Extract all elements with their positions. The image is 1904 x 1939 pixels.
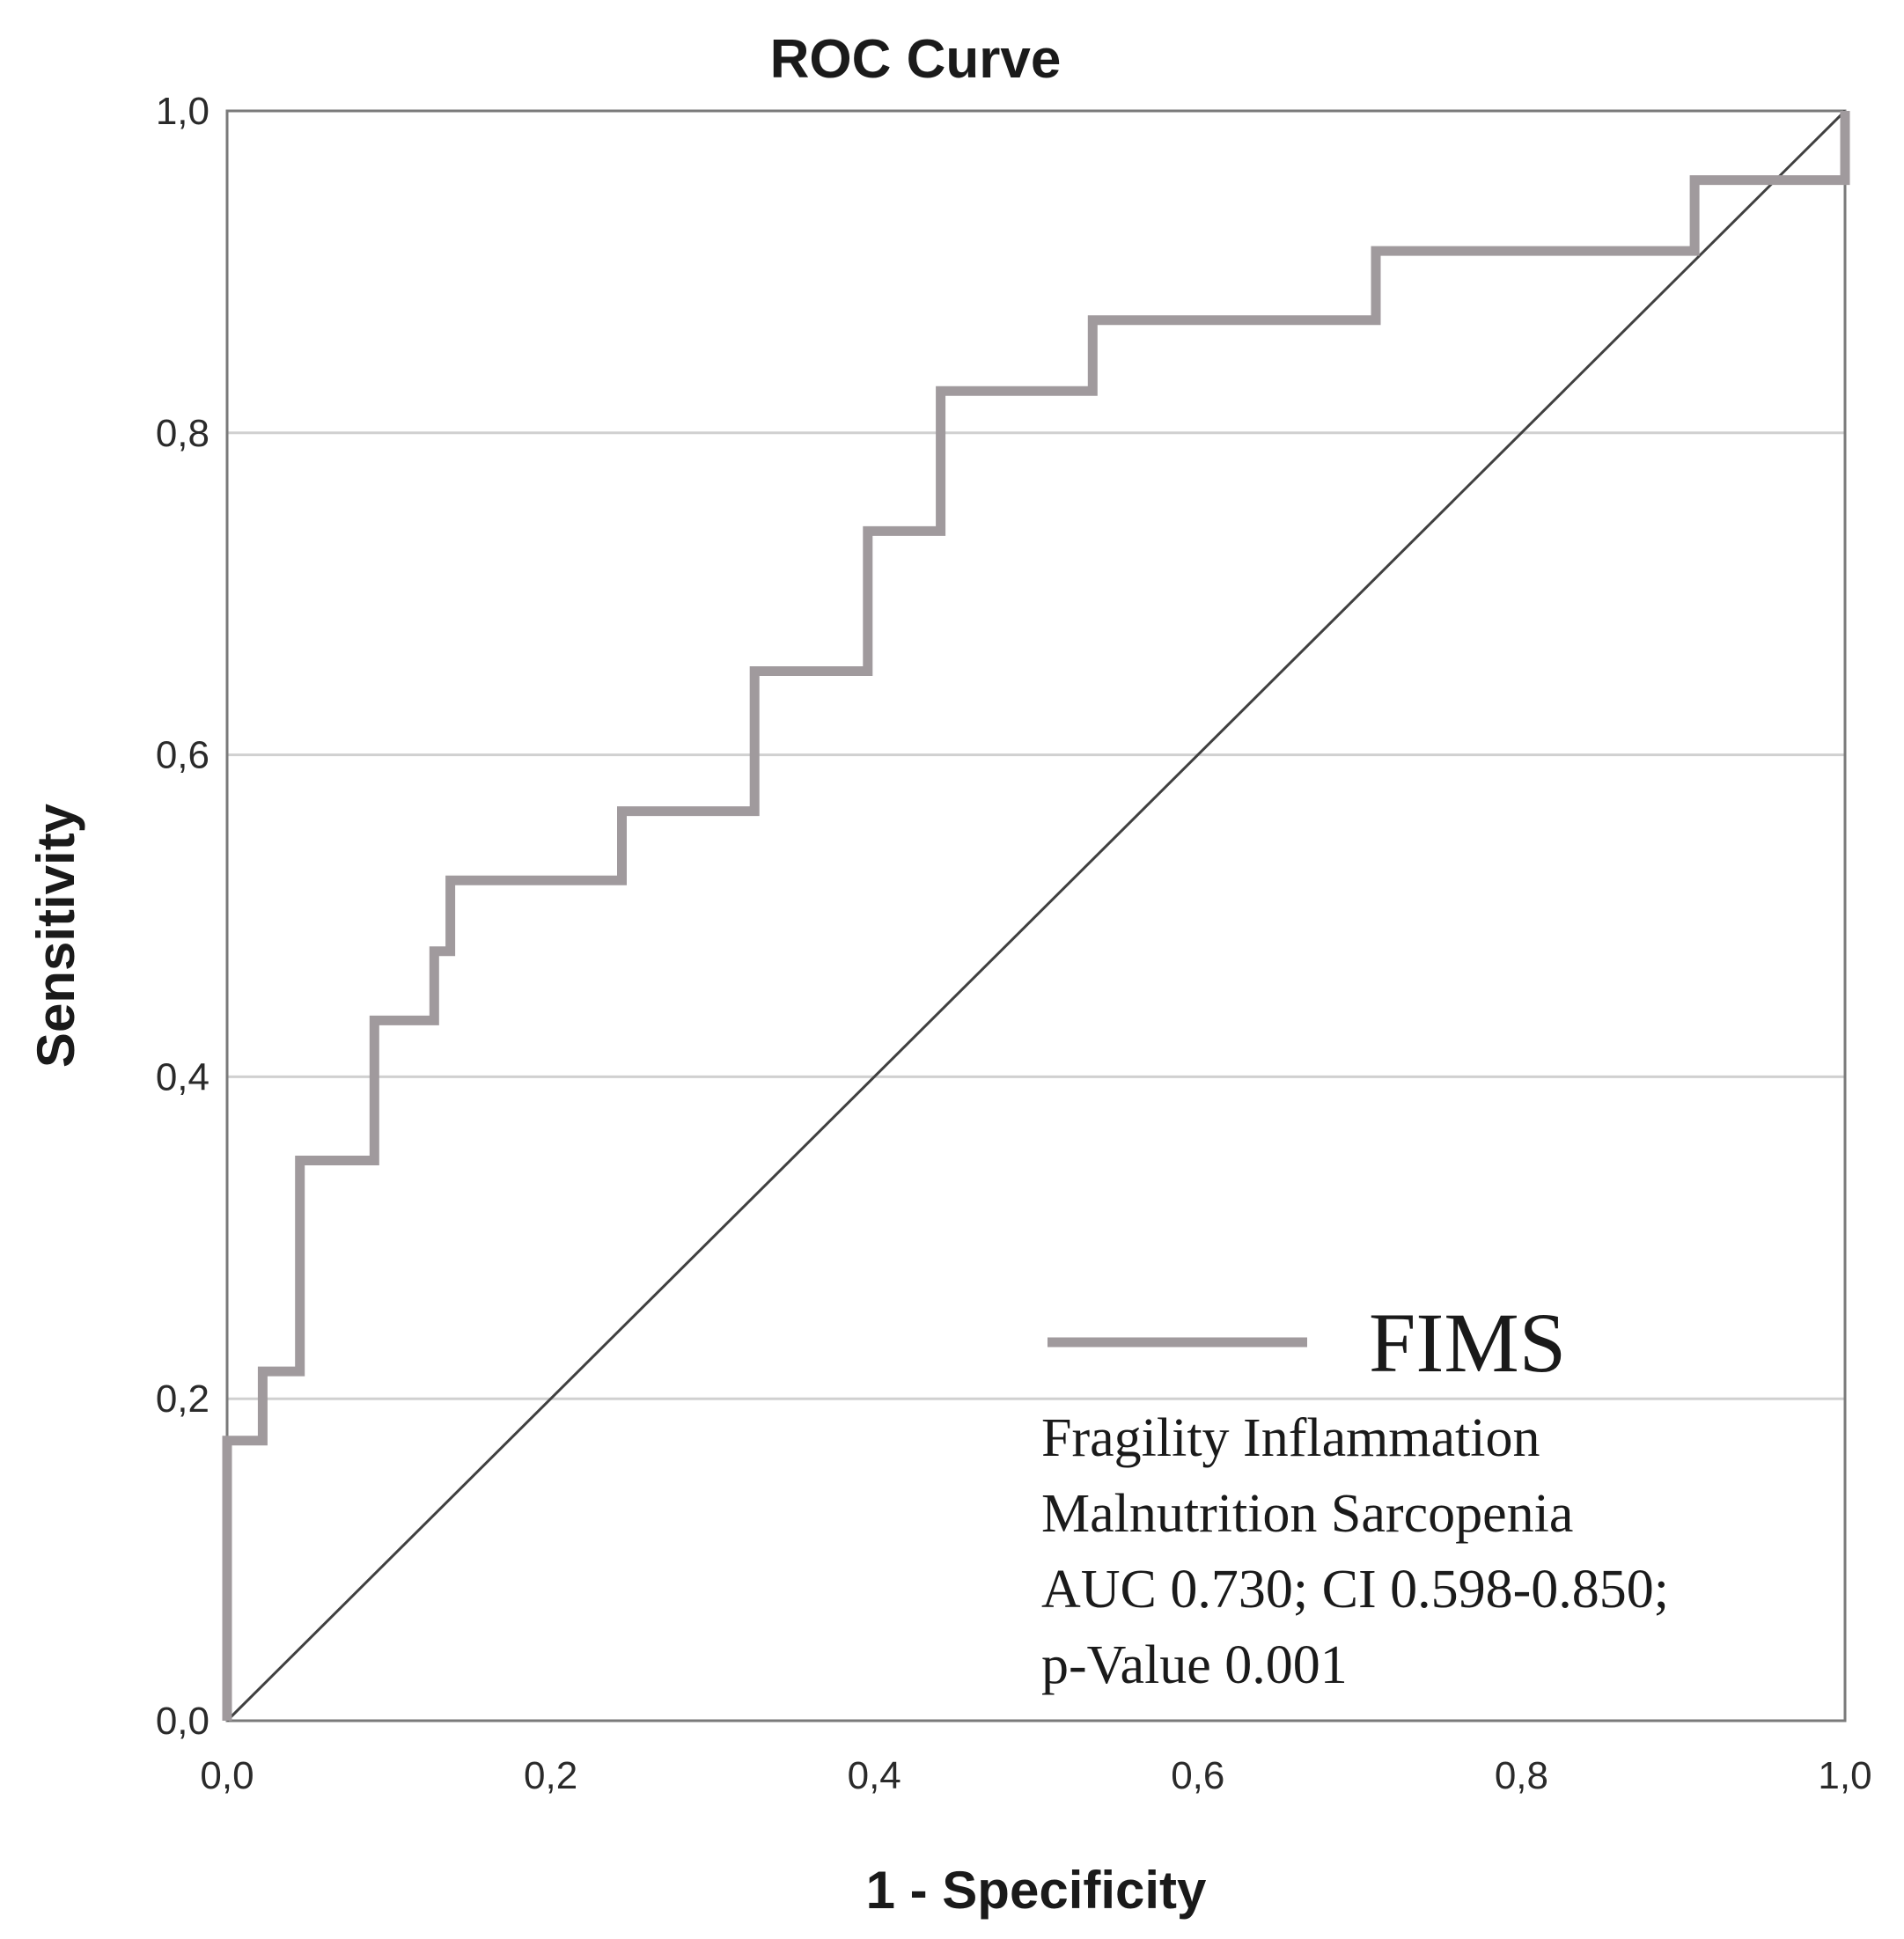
y-tick-labels: 0,0 0,2 0,4 0,6 0,8 1,0 xyxy=(156,90,210,1743)
x-tick-labels: 0,0 0,2 0,4 0,6 0,8 1,0 xyxy=(200,1754,1871,1797)
reference-diagonal-line xyxy=(225,109,1847,1722)
roc-curve-fims xyxy=(222,111,1850,1721)
y-tick-label: 0,2 xyxy=(156,1377,210,1421)
plot-frame xyxy=(225,109,1847,1722)
y-tick-label: 1,0 xyxy=(156,90,210,133)
x-tick-label: 1,0 xyxy=(1818,1754,1871,1797)
chart-title: ROC Curve xyxy=(770,29,1062,90)
y-tick-label: 0,0 xyxy=(156,1700,210,1743)
y-tick-label: 0,8 xyxy=(156,412,210,455)
x-tick-label: 0,4 xyxy=(848,1754,901,1797)
gridlines xyxy=(227,431,1845,1400)
legend-label-fims: FIMS xyxy=(1369,1296,1566,1390)
y-axis-label: Sensitivity xyxy=(26,803,85,1068)
y-tick-label: 0,6 xyxy=(156,734,210,777)
y-tick-label: 0,4 xyxy=(156,1055,210,1098)
legend-note-line-4: p-Value 0.001 xyxy=(1041,1635,1348,1695)
x-tick-label: 0,8 xyxy=(1495,1754,1548,1797)
x-tick-label: 0,6 xyxy=(1171,1754,1224,1797)
x-tick-label: 0,0 xyxy=(200,1754,254,1797)
legend-note-line-1: Fragility Inflammation xyxy=(1041,1408,1540,1468)
series-layer xyxy=(222,109,1850,1722)
x-axis-label: 1 - Specificity xyxy=(866,1861,1207,1920)
legend: FIMS Fragility Inflammation Malnutrition… xyxy=(1041,1296,1669,1695)
x-tick-label: 0,2 xyxy=(524,1754,577,1797)
legend-note-line-2: Malnutrition Sarcopenia xyxy=(1041,1484,1573,1544)
legend-note-line-3: AUC 0.730; CI 0.598-0.850; xyxy=(1041,1560,1669,1620)
